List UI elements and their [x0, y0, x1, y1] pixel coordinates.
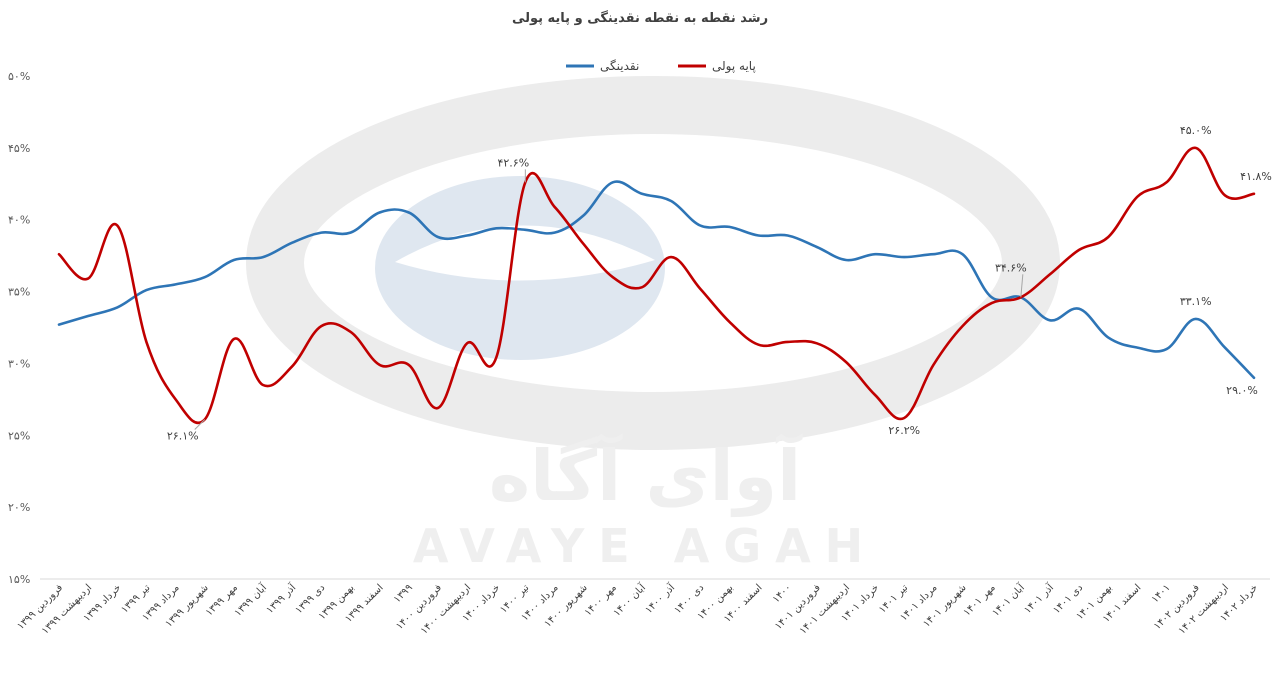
data-label: ۲۶.۲% [888, 424, 920, 437]
data-label-leader [1020, 274, 1024, 298]
data-label-leader [194, 419, 206, 430]
data-label: ۴۱.۸% [1240, 170, 1272, 183]
watermark-fa: آوای آگاه [489, 433, 803, 517]
y-tick-label: ۴۵% [8, 142, 30, 155]
chart-title: رشد نقطه به نقطه نقدینگی و پایه پولی [512, 10, 768, 26]
legend-label-monetary-base: پایه پولی [712, 59, 756, 74]
data-label: ۲۶.۱% [167, 429, 199, 442]
x-tick-label: ۱۳۹۹ [392, 582, 415, 605]
x-tick-label: آذر ۱۴۰۱ [1021, 580, 1057, 616]
y-tick-label: ۲۰% [8, 501, 30, 514]
watermark-en: AVAYE AGAH [413, 519, 877, 573]
x-tick-label: آذر ۱۳۹۹ [263, 580, 299, 616]
x-tick-label: ۱۴۰۰ [771, 582, 794, 605]
x-tick-label: آبان ۱۳۹۹ [231, 580, 270, 619]
x-tick-label: آبان ۱۴۰۰ [610, 580, 649, 619]
y-tick-label: ۱۵% [8, 573, 30, 586]
data-label: ۴۲.۶% [497, 156, 529, 169]
x-tick-label: ۱۴۰۱ [1150, 582, 1173, 605]
x-tick-label: آبان ۱۴۰۱ [989, 580, 1028, 619]
legend-label-liquidity: نقدینگی [600, 59, 639, 73]
y-tick-label: ۳۵% [8, 286, 30, 299]
series-line-liquidity [57, 180, 1256, 380]
data-label: ۲۹.۰% [1226, 384, 1258, 397]
legend: نقدینگی پایه پولی [566, 59, 756, 74]
x-tick-label: آذر ۱۴۰۰ [642, 580, 678, 616]
y-axis: ۱۵% ۲۰% ۲۵% ۳۰% ۳۵% ۴۰% ۴۵% ۵۰% [8, 70, 30, 586]
y-tick-label: ۲۵% [8, 429, 30, 442]
data-label: ۳۴.۶% [995, 261, 1027, 274]
data-label: ۴۵.۰% [1180, 124, 1212, 137]
data-labels: ۳۴.۶% ۳۳.۱% ۲۹.۰% ۲۶.۱% ۴۲.۶% ۲۶.۲% ۴۵.۰% ۴۱.۸% [167, 124, 1272, 443]
y-tick-label: ۵۰% [8, 70, 30, 83]
y-tick-label: ۳۰% [8, 357, 30, 370]
watermark: آوای آگاه AVAYE AGAH [246, 76, 1060, 573]
data-label: ۳۳.۱% [1180, 295, 1212, 308]
series-line-monetary-base [57, 146, 1256, 425]
y-tick-label: ۴۰% [8, 214, 30, 227]
plot-area [57, 146, 1256, 425]
